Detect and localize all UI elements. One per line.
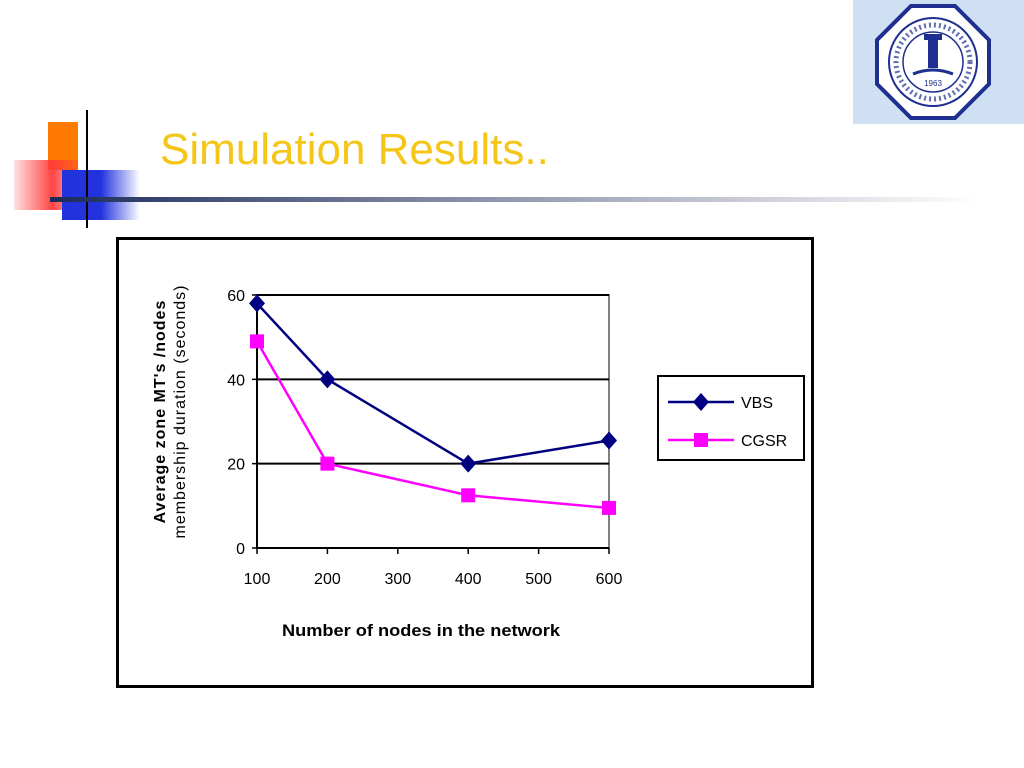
y-tick-label: 20 [227, 457, 245, 474]
slide-title: Simulation Results.. [160, 125, 549, 174]
university-seal-icon: 1963 [853, 0, 1024, 124]
data-point-vbs [319, 370, 336, 389]
chart-container: 0 20 40 60 100 200 300 400 500 600 Number of nodes… [116, 237, 814, 688]
plot-area [256, 294, 610, 549]
y-axis-label-line: Average zone MT's /nodes [152, 300, 169, 524]
logo-year: 1963 [924, 79, 942, 88]
legend-marker-vbs [693, 393, 709, 411]
x-tick-label: 500 [525, 571, 552, 588]
y-axis-label-line: membership duration (seconds) [172, 285, 189, 539]
legend-label-vbs: VBS [741, 395, 773, 412]
data-point-cgsr [602, 500, 616, 515]
title-divider [50, 197, 980, 202]
data-point-vbs [460, 454, 477, 473]
legend-marker-cgsr [694, 433, 708, 447]
data-point-vbs [601, 431, 617, 450]
y-tick-label: 40 [227, 372, 245, 389]
data-point-cgsr [250, 334, 264, 349]
x-tick-label: 600 [596, 571, 623, 588]
x-tick-label: 100 [244, 571, 271, 588]
series-line-cgsr [255, 340, 610, 510]
series-line-vbs [256, 302, 610, 465]
x-tick-label: 400 [455, 571, 482, 588]
data-point-cgsr [461, 488, 476, 503]
x-tick-label: 300 [384, 571, 411, 588]
x-tick-label: 200 [314, 571, 341, 588]
legend-box [657, 375, 805, 461]
data-point-vbs [249, 294, 265, 313]
corner-decoration [14, 110, 140, 228]
line-chart: 0 20 40 60 100 200 300 400 500 600 Number of nodes… [152, 285, 805, 640]
data-point-cgsr [320, 456, 335, 471]
x-axis-label: Number of nodes in the network [282, 621, 561, 640]
y-tick-label: 60 [227, 288, 245, 305]
y-tick-label: 0 [236, 541, 245, 558]
legend-label-cgsr: CGSR [741, 433, 787, 450]
